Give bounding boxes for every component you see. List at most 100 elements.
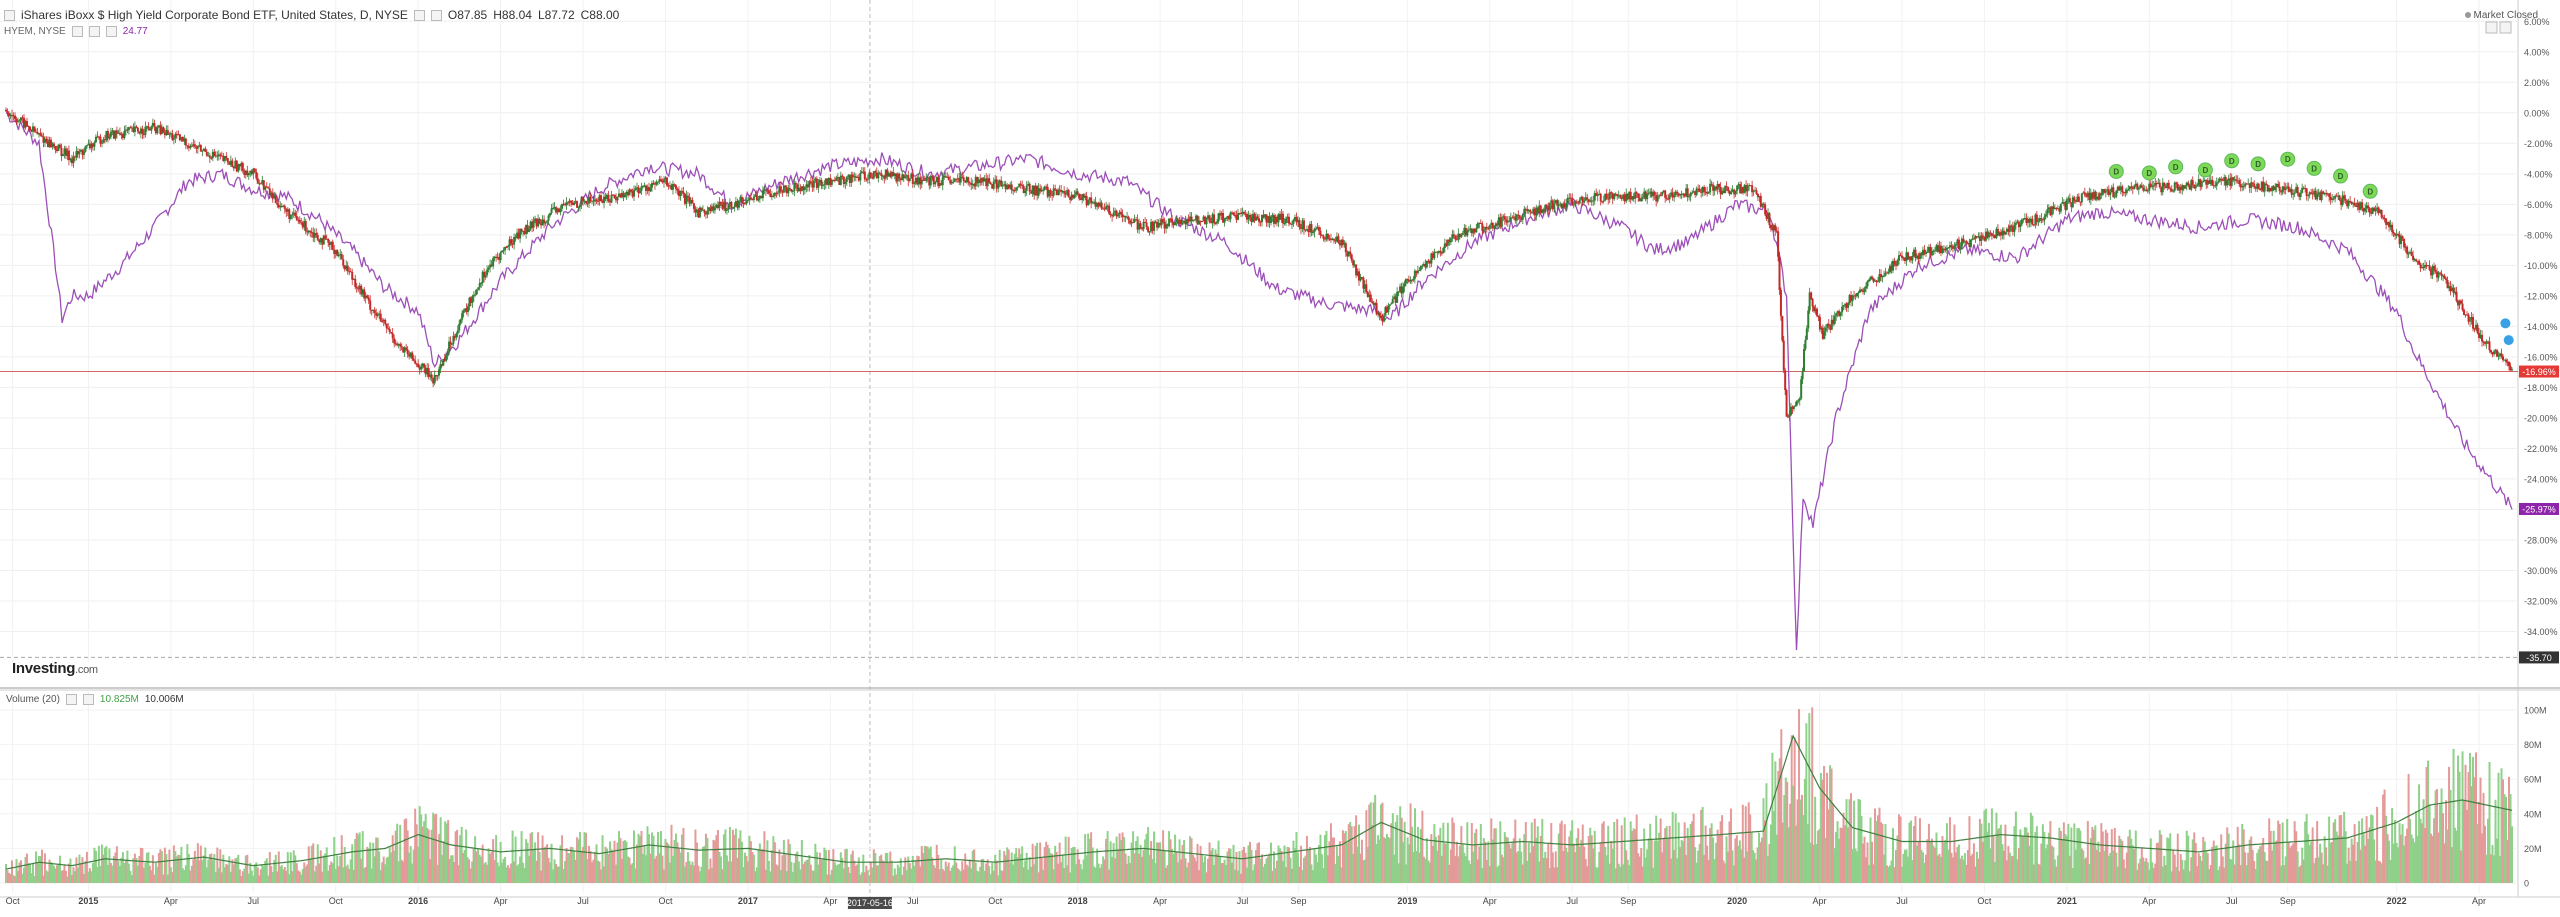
candle-body: [1727, 187, 1729, 191]
candle-body: [1068, 190, 1070, 197]
candle-body: [1819, 317, 1821, 330]
x-tick-label: Oct: [988, 896, 1003, 906]
dividend-marker-label: D: [2255, 160, 2261, 169]
candle-body: [368, 298, 370, 301]
candle-body: [141, 129, 143, 135]
candle-body: [1989, 232, 1991, 233]
candle-body: [1841, 307, 1843, 313]
candle-body: [1216, 222, 1218, 224]
candle-body: [2147, 191, 2149, 192]
dividend-marker-label: D: [2229, 157, 2235, 166]
candle-body: [789, 188, 791, 189]
candle-body: [2460, 301, 2462, 304]
candle-body: [912, 174, 914, 184]
candle-body: [649, 188, 651, 191]
candle-body: [447, 351, 449, 356]
candle-body: [2316, 194, 2318, 199]
candle-body: [1147, 227, 1149, 231]
candle-body: [714, 208, 716, 211]
candle-body: [2294, 193, 2296, 194]
candle-body: [633, 190, 635, 197]
x-tick-label: Jul: [1896, 896, 1908, 906]
event-marker: [2504, 335, 2514, 345]
candle-body: [1867, 281, 1869, 286]
candle-body: [2481, 335, 2483, 341]
candle-body: [1117, 215, 1119, 217]
candle-body: [870, 173, 872, 178]
candle-body: [356, 287, 358, 288]
candle-body: [1657, 196, 1659, 202]
candle-body: [948, 177, 950, 180]
candle-body: [2013, 225, 2015, 232]
candle-body: [611, 195, 613, 203]
candle-body: [2469, 320, 2471, 321]
candle-body: [545, 222, 547, 224]
dividend-marker-label: D: [2338, 172, 2344, 181]
candle-body: [463, 311, 465, 313]
candle-body: [2403, 239, 2405, 248]
candle-body: [45, 139, 47, 142]
candle-body: [792, 191, 794, 192]
candle-body: [27, 126, 29, 127]
candle-body: [1642, 197, 1644, 199]
candle-body: [1735, 191, 1737, 194]
candle-body: [1871, 277, 1873, 279]
candle-body: [1213, 214, 1215, 223]
candle-body: [341, 254, 343, 259]
candle-body: [617, 197, 619, 201]
candle-body: [108, 137, 110, 139]
candle-body: [338, 255, 340, 256]
candle-body: [1015, 187, 1017, 190]
candle-body: [2073, 197, 2075, 200]
candle-body: [2022, 219, 2024, 220]
current-label-hyg: -16.96%: [2522, 367, 2556, 377]
candle-body: [204, 149, 206, 152]
candle-body: [290, 215, 292, 219]
candle-body: [1376, 303, 1378, 314]
candle-body: [1781, 316, 1783, 341]
candle-body: [1481, 224, 1483, 231]
x-tick-label: Sep: [1620, 896, 1636, 906]
candle-body: [820, 180, 822, 186]
candle-body: [1691, 193, 1693, 194]
candle-body: [401, 346, 403, 347]
candle-body: [1522, 214, 1524, 219]
candle-body: [2217, 182, 2219, 183]
candle-body: [317, 235, 319, 240]
candle-body: [1636, 192, 1638, 193]
candle-body: [53, 144, 55, 146]
candle-body: [1793, 406, 1795, 409]
candle-body: [1379, 313, 1381, 316]
candle-body: [2496, 350, 2498, 356]
candle-body: [1664, 191, 1666, 198]
candle-body: [2238, 180, 2240, 184]
candle-body: [1573, 204, 1575, 205]
candle-body: [548, 216, 550, 221]
candle-body: [1774, 225, 1776, 230]
candle-body: [2339, 196, 2341, 200]
y-tick-label: -22.00%: [2524, 444, 2558, 454]
candle-body: [1283, 223, 1285, 224]
candle-body: [2456, 292, 2458, 301]
candle-body: [2069, 198, 2071, 202]
candle-body: [1579, 200, 1581, 204]
candle-body: [1646, 194, 1648, 199]
candle-body: [1292, 220, 1294, 224]
candle-body: [1800, 379, 1802, 398]
candle-body: [733, 207, 735, 208]
candle-body: [810, 181, 812, 183]
candle-body: [1383, 316, 1385, 322]
candle-body: [2345, 199, 2347, 201]
candle-body: [1439, 251, 1441, 253]
candle-body: [1352, 260, 1354, 265]
candle-body: [1726, 186, 1728, 187]
candle-body: [324, 236, 326, 239]
candle-body: [2258, 184, 2260, 189]
volume-y-tick-label: 80M: [2524, 740, 2542, 750]
candle-body: [1327, 234, 1329, 239]
candle-body: [2489, 341, 2491, 350]
candle-body: [1806, 328, 1808, 339]
candle-body: [41, 136, 43, 137]
